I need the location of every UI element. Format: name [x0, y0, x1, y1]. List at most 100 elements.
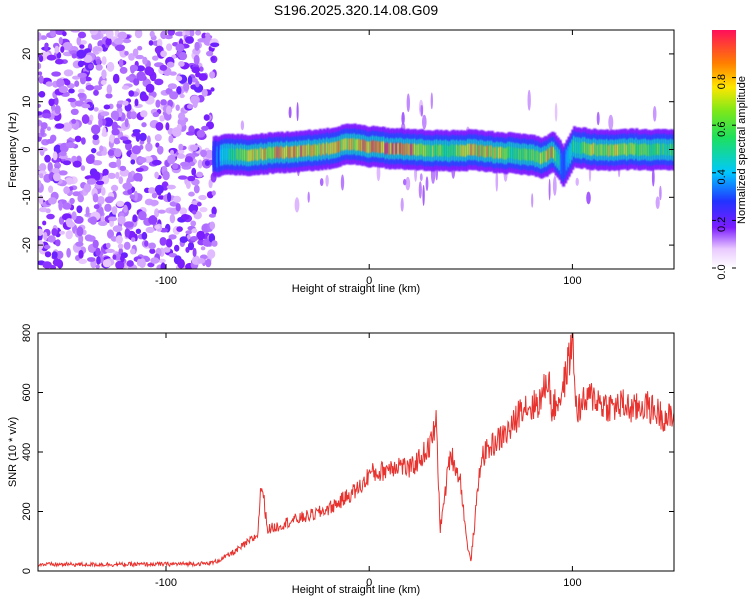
signal-cell [368, 141, 372, 154]
noise-cell [38, 111, 43, 116]
noise-cell [85, 206, 90, 217]
noise-cell [177, 148, 185, 155]
signal-cell [432, 145, 436, 157]
spectral-streak [495, 170, 499, 192]
signal-cell [459, 144, 463, 156]
noise-cell [148, 187, 156, 194]
noise-cell [155, 99, 161, 108]
signal-cell [306, 145, 310, 157]
noise-cell [183, 82, 190, 92]
signal-cell [585, 143, 589, 155]
signal-cell [668, 144, 672, 156]
noise-cell [48, 197, 57, 205]
noise-cell [107, 229, 114, 239]
signal-cell [565, 154, 569, 166]
signal-cell [218, 150, 222, 163]
noise-cell [68, 186, 74, 191]
signal-cell [671, 144, 674, 156]
signal-cell [479, 144, 483, 156]
signal-cell [293, 146, 297, 158]
signal-cell [571, 144, 575, 156]
signal-cell [457, 145, 461, 158]
signal-cell [545, 150, 549, 163]
noise-cell [62, 160, 72, 166]
noise-cell [107, 172, 116, 179]
noise-cell [105, 248, 115, 253]
spectral-streak [240, 120, 245, 131]
noise-cell [191, 167, 197, 176]
noise-cell [92, 239, 99, 249]
noise-cell [121, 85, 130, 90]
signal-cell [509, 146, 513, 158]
signal-cell [589, 144, 593, 156]
noise-cell [72, 191, 81, 197]
noise-cell [177, 258, 185, 269]
noise-cell [48, 185, 54, 193]
signal-cell [426, 144, 430, 157]
noise-cell [210, 87, 215, 92]
signal-cell [401, 143, 405, 155]
signal-cell [503, 148, 507, 160]
signal-cell [390, 142, 394, 155]
spectral-streak [531, 193, 534, 208]
noise-cell [105, 93, 113, 99]
noise-cell [185, 230, 192, 235]
noise-cell [208, 233, 216, 243]
noise-cell [187, 75, 193, 85]
signal-cell [231, 148, 235, 160]
signal-cell [313, 144, 317, 156]
spectral-streak [294, 197, 300, 213]
noise-cell [197, 258, 206, 264]
signal-cell [264, 148, 268, 160]
noise-cell [206, 50, 214, 57]
signal-cell [662, 143, 666, 155]
noise-cell [65, 218, 73, 226]
noise-cell [138, 157, 147, 164]
signal-cell [659, 143, 663, 156]
noise-cell [100, 215, 105, 222]
signal-cell [529, 148, 533, 161]
noise-cell [101, 69, 107, 80]
noise-cell [107, 149, 115, 156]
signal-cell [604, 144, 608, 156]
noise-cell [131, 145, 141, 155]
noise-cell [113, 38, 124, 45]
colorbar-ticks: 0.0 0.2 0.4 0.6 0.8 [712, 74, 736, 280]
noise-cell [101, 150, 107, 156]
signal-cell [584, 141, 588, 154]
noise-cell [146, 135, 151, 145]
noise-cell [191, 78, 198, 83]
signal-cell [335, 141, 339, 154]
noise-cell [186, 181, 191, 189]
noise-cell [65, 230, 73, 240]
noise-cell [93, 107, 99, 112]
noise-cell [171, 127, 182, 137]
noise-cell [104, 203, 112, 212]
signal-cell [569, 147, 573, 159]
noise-cell [123, 204, 128, 213]
noise-cell [91, 124, 101, 135]
noise-cell [129, 64, 139, 72]
signal-cell [328, 143, 332, 156]
signal-cell [562, 160, 566, 173]
noise-cell [160, 50, 168, 58]
noise-cell [176, 226, 183, 232]
signal-cell [465, 145, 469, 157]
noise-cell [111, 206, 118, 215]
noise-cell [209, 71, 216, 79]
signal-cell [265, 148, 269, 161]
x-tick-label: 100 [563, 275, 581, 287]
noise-cell [95, 180, 105, 186]
noise-cell [126, 178, 131, 188]
signal-cell [340, 139, 344, 151]
noise-cell [80, 40, 87, 45]
noise-cell [51, 168, 60, 174]
signal-cell [421, 143, 425, 155]
noise-cell [168, 234, 177, 240]
noise-cell [64, 79, 71, 86]
noise-cell [87, 257, 96, 262]
noise-cell [116, 158, 121, 168]
noise-cell [144, 240, 149, 247]
noise-cell [94, 47, 102, 52]
